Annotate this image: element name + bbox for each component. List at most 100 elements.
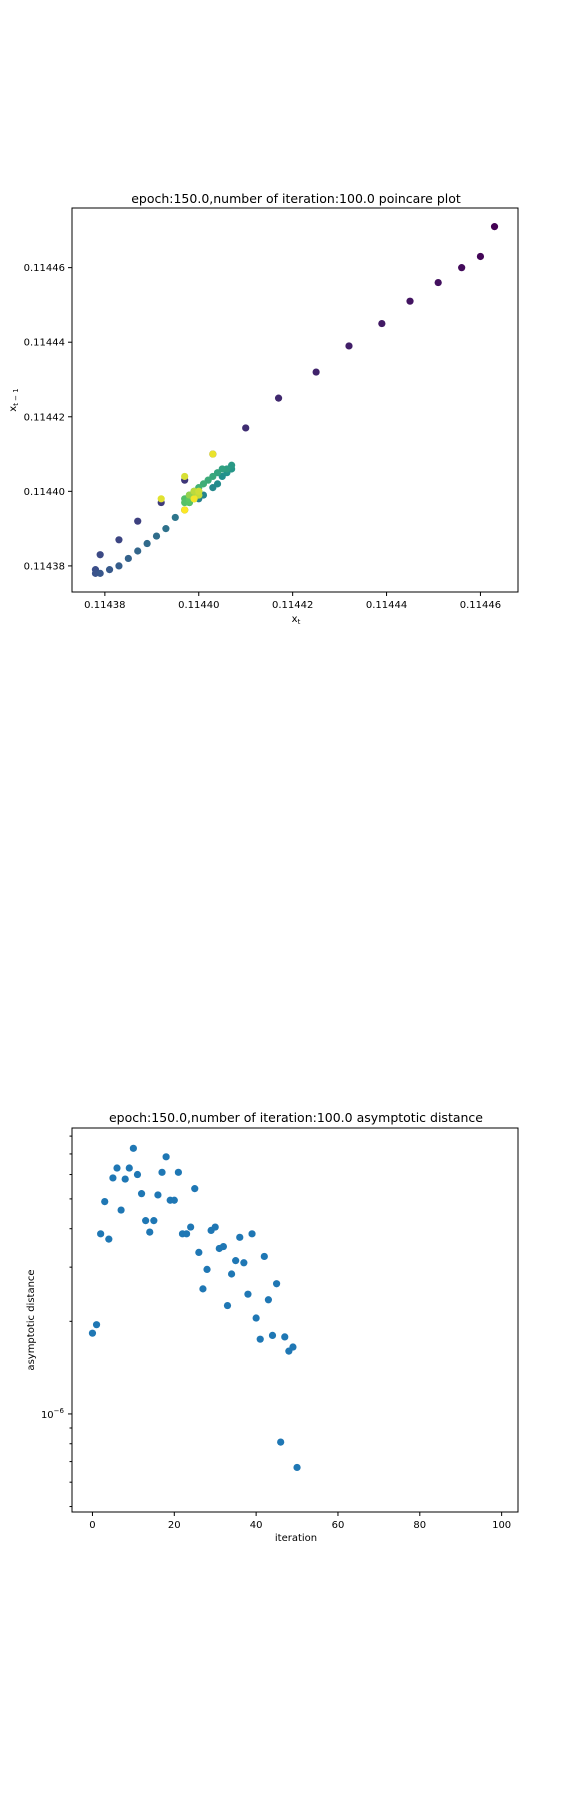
x-tick-label: 20	[168, 1520, 181, 1531]
y-axis-label: xt − 1	[8, 388, 20, 411]
data-point	[158, 1168, 166, 1176]
data-point	[125, 1164, 133, 1172]
data-point	[260, 1252, 268, 1261]
data-point	[105, 1235, 113, 1243]
data-point	[174, 1168, 182, 1176]
data-point	[219, 1242, 227, 1251]
plot-frame	[71, 207, 519, 593]
data-point	[378, 319, 386, 328]
data-point	[281, 1333, 289, 1341]
data-point	[124, 554, 132, 563]
data-point	[182, 1230, 191, 1238]
x-tick-label: 40	[250, 1520, 263, 1531]
data-point	[162, 1153, 170, 1161]
data-point	[240, 1259, 248, 1267]
data-point	[115, 536, 123, 544]
data-point	[434, 278, 442, 287]
data-point	[264, 1296, 273, 1304]
data-point	[157, 495, 165, 503]
data-point	[211, 1223, 219, 1231]
data-point	[274, 394, 283, 402]
data-point	[190, 495, 198, 503]
data-point	[109, 1174, 117, 1182]
data-point	[146, 1228, 154, 1236]
x-tick-label: 0.11446	[460, 600, 501, 611]
data-point	[248, 1230, 256, 1238]
x-tick-label: 0.11438	[84, 600, 125, 611]
poincare-plot: epoch:150.0,number of iteration:100.0 po…	[8, 191, 519, 626]
data-point	[134, 547, 142, 555]
data-point	[133, 1170, 142, 1179]
data-point	[272, 1280, 281, 1288]
data-point	[195, 487, 203, 495]
data-point	[181, 506, 189, 514]
data-point	[199, 1285, 207, 1293]
data-point	[105, 566, 114, 574]
data-point	[213, 480, 222, 488]
data-point	[96, 569, 104, 577]
y-tick-label: 10−6	[41, 1407, 65, 1421]
data-point	[244, 1290, 252, 1298]
asymptotic-distance-plot: epoch:150.0,number of iteration:100.0 as…	[26, 1110, 519, 1544]
chart-title: epoch:150.0,number of iteration:100.0 as…	[109, 1110, 483, 1125]
data-point	[312, 368, 320, 376]
x-axis-label: iteration	[275, 1533, 317, 1544]
data-point	[252, 1314, 260, 1322]
data-point	[256, 1335, 264, 1343]
data-point	[134, 517, 142, 525]
data-point	[150, 1217, 158, 1225]
data-point	[101, 1197, 109, 1206]
x-tick-label: 100	[492, 1520, 511, 1531]
data-point	[137, 1190, 146, 1198]
x-tick-label: 0.11444	[366, 600, 407, 611]
y-tick-label: 0.11444	[24, 338, 65, 349]
x-tick-label: 0	[89, 1520, 95, 1531]
data-point	[171, 513, 179, 522]
data-point	[195, 1248, 203, 1257]
data-point	[152, 532, 161, 540]
y-tick-label: 0.11446	[24, 263, 65, 274]
data-point	[490, 223, 499, 231]
data-point	[92, 1321, 101, 1329]
x-tick-label: 80	[413, 1520, 426, 1531]
plot-frame	[71, 1127, 519, 1513]
data-point	[121, 1175, 129, 1183]
data-point	[187, 1223, 195, 1231]
data-point	[289, 1343, 297, 1351]
data-point	[162, 525, 170, 533]
data-point	[242, 424, 250, 432]
chart-title: epoch:150.0,number of iteration:100.0 po…	[131, 191, 461, 206]
x-axis-label: xt	[292, 614, 301, 626]
y-tick-label: 0.11440	[24, 487, 65, 498]
data-point	[154, 1191, 162, 1199]
data-point	[181, 472, 189, 481]
data-point	[143, 539, 151, 548]
y-tick-label: 0.11438	[24, 561, 65, 572]
data-point	[458, 264, 466, 272]
data-point	[277, 1438, 285, 1446]
data-point	[113, 1164, 121, 1172]
data-point	[293, 1463, 301, 1472]
data-point	[203, 1265, 211, 1273]
data-point	[117, 1206, 125, 1214]
data-point	[97, 1230, 105, 1238]
data-point	[88, 1329, 97, 1337]
data-point	[96, 551, 104, 559]
x-tick-label: 60	[332, 1520, 345, 1531]
data-point	[115, 562, 123, 570]
x-tick-label: 0.11442	[272, 600, 313, 611]
x-tick-label: 0.11440	[178, 600, 219, 611]
data-point	[406, 297, 414, 305]
data-point	[227, 1270, 236, 1278]
y-axis-label: asymptotic distance	[26, 1269, 37, 1370]
data-point	[142, 1217, 150, 1225]
data-point	[170, 1196, 178, 1204]
data-point	[268, 1331, 277, 1340]
data-point	[232, 1257, 240, 1265]
data-point	[209, 450, 217, 458]
data-point	[476, 252, 485, 261]
data-point	[345, 342, 353, 350]
data-point	[129, 1144, 137, 1152]
data-point	[191, 1185, 199, 1193]
y-tick-label: 0.11442	[24, 412, 65, 423]
